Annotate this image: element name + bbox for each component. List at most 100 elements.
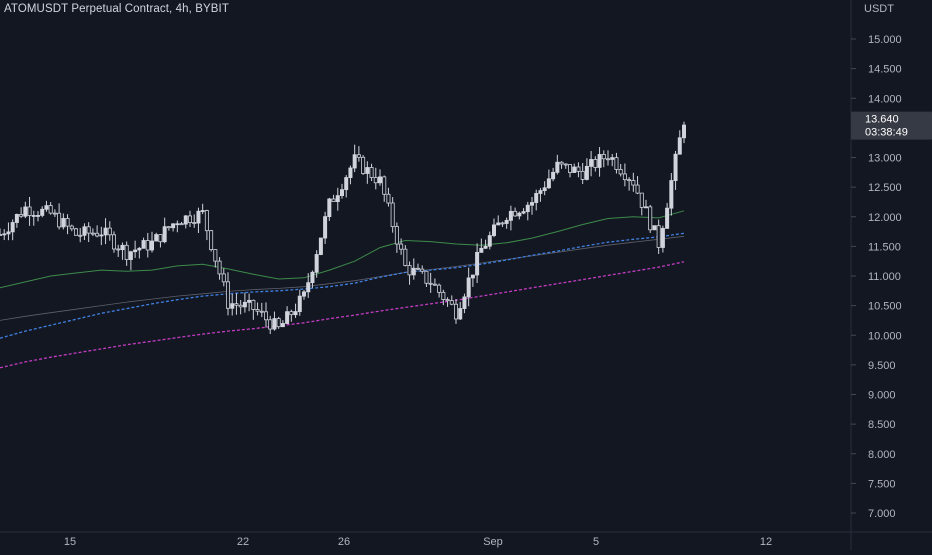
candle-body <box>268 319 273 330</box>
candle-body <box>69 225 74 230</box>
price-tick-label: 15.000 <box>868 34 902 46</box>
candle-body <box>116 248 121 251</box>
time-tick-label: 15 <box>64 536 76 548</box>
candle-body <box>247 299 252 303</box>
candle-body <box>276 318 281 328</box>
candle-body <box>293 311 298 316</box>
candle-body <box>52 212 57 215</box>
candle-body <box>470 274 475 279</box>
price-tick-label: 10.500 <box>868 301 902 313</box>
candle-body <box>99 234 104 237</box>
candle-body <box>331 198 336 202</box>
candle-body <box>335 195 340 202</box>
candle-body <box>289 311 294 316</box>
candle-body <box>120 244 125 251</box>
candle-body <box>263 311 268 321</box>
candle-body <box>449 300 454 305</box>
candle-body <box>399 243 404 250</box>
candle-body <box>538 190 543 194</box>
time-tick-label: 5 <box>593 536 599 548</box>
candle-body <box>318 237 323 255</box>
candle-body <box>504 219 509 224</box>
candle-body <box>251 299 256 310</box>
candle-body <box>14 214 19 223</box>
candle-body <box>310 271 315 284</box>
candle-body <box>411 267 416 276</box>
price-tick-label: 13.000 <box>868 153 902 165</box>
candle-body <box>124 244 129 261</box>
candle-body <box>238 304 243 308</box>
candle-body <box>158 234 163 243</box>
candle-body <box>352 154 357 169</box>
candle-body <box>162 226 167 243</box>
candle-body <box>382 176 387 195</box>
candle-body <box>652 225 657 231</box>
candle-body <box>361 156 366 174</box>
candle-body <box>192 222 197 224</box>
candle-body <box>175 223 180 226</box>
price-tick-label: 7.500 <box>868 478 896 490</box>
candle-body <box>525 204 530 213</box>
candle-body <box>563 163 568 166</box>
candle-body <box>213 249 218 262</box>
candle-body <box>441 291 446 300</box>
candle-body <box>204 210 209 232</box>
ma-magenta-line <box>0 261 685 369</box>
candle-body <box>225 281 230 309</box>
candle-body <box>40 208 45 216</box>
candle-body <box>682 124 687 139</box>
price-tick-label: 7.000 <box>868 508 896 520</box>
price-tick-label: 8.000 <box>868 449 896 461</box>
candle-body <box>618 169 623 175</box>
ma-green-line <box>0 210 685 289</box>
candle-body <box>517 212 522 217</box>
ma-blue-line <box>0 232 685 339</box>
time-tick-label: 22 <box>237 536 249 548</box>
candle-body <box>369 167 374 179</box>
price-tick-label: 8.500 <box>868 419 896 431</box>
candle-body <box>82 226 87 236</box>
time-tick-label: Sep <box>483 536 503 548</box>
candle-body <box>466 277 471 298</box>
candle-body <box>128 251 133 261</box>
candle-body <box>580 170 585 180</box>
candle-body <box>677 137 682 155</box>
candle-body <box>386 193 391 204</box>
candle-body <box>428 282 433 285</box>
candle-body <box>491 224 496 236</box>
candle-body <box>453 303 458 320</box>
candle-body <box>648 206 653 231</box>
candle-body <box>74 228 79 236</box>
candle-body <box>259 310 264 313</box>
candle-body <box>242 301 247 308</box>
candle-body <box>568 164 573 173</box>
candle-body <box>542 187 547 192</box>
price-tick-label: 12.000 <box>868 212 902 224</box>
candle-body <box>551 171 556 180</box>
candle-body <box>589 159 594 167</box>
candle-body <box>200 210 205 212</box>
candle-body <box>407 265 412 276</box>
candle-body <box>154 234 159 242</box>
candle-body <box>36 215 41 217</box>
last-price-countdown: 03:38:49 <box>865 127 908 139</box>
candle-body <box>420 268 425 272</box>
candle-body <box>107 227 112 236</box>
candle-body <box>479 247 484 253</box>
candle-body <box>103 227 108 236</box>
candle-body <box>323 216 328 239</box>
candle-body <box>78 234 83 237</box>
candle-body <box>606 158 611 161</box>
candle-body <box>145 240 150 251</box>
candle-body <box>665 207 670 229</box>
candle-body <box>534 193 539 203</box>
candle-body <box>458 308 463 320</box>
candle-body <box>635 184 640 194</box>
price-tick-label: 14.000 <box>868 93 902 105</box>
candle-body <box>31 215 36 217</box>
candle-body <box>306 282 311 293</box>
